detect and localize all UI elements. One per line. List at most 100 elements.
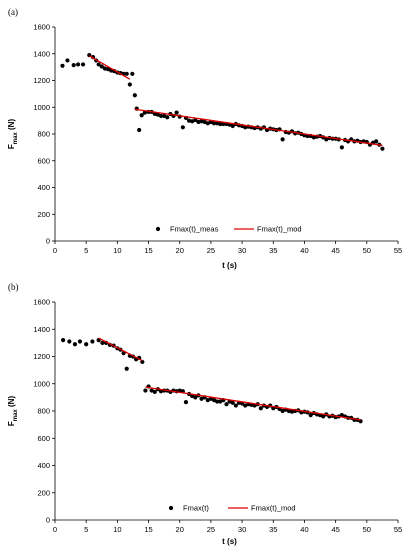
y-tick-label: 1200 bbox=[33, 352, 50, 361]
data-point bbox=[374, 139, 379, 144]
data-point bbox=[75, 62, 81, 67]
legend-label-mod: Fmax(t)_mod bbox=[257, 225, 302, 234]
data-point bbox=[211, 121, 217, 126]
x-tick-label: 50 bbox=[363, 246, 371, 255]
model-line-segment bbox=[98, 337, 143, 362]
y-tick-label: 0 bbox=[46, 237, 50, 246]
data-point bbox=[99, 64, 104, 69]
y-tick-label: 800 bbox=[37, 130, 50, 139]
data-point bbox=[258, 406, 263, 411]
legend-marker-meas bbox=[155, 226, 161, 232]
data-point bbox=[311, 135, 316, 140]
data-point bbox=[183, 400, 189, 405]
model-line-segment bbox=[134, 108, 383, 147]
data-point bbox=[90, 339, 95, 344]
panel-label: (a) bbox=[8, 7, 18, 17]
x-tick-label: 20 bbox=[176, 525, 184, 534]
data-point bbox=[65, 58, 70, 63]
x-tick-label: 0 bbox=[53, 525, 57, 534]
data-point bbox=[218, 121, 223, 127]
data-point bbox=[142, 110, 147, 115]
x-tick-label: 10 bbox=[113, 525, 121, 534]
panel-label: (b) bbox=[8, 282, 19, 292]
data-point bbox=[67, 339, 72, 344]
x-tick-label: 45 bbox=[331, 525, 339, 534]
legend-label-mod: Fmax(t)_mod bbox=[251, 504, 296, 513]
legend-label-meas: Fmax(t)_meas bbox=[170, 225, 219, 234]
data-point bbox=[289, 409, 295, 414]
x-tick-label: 5 bbox=[84, 246, 88, 255]
x-tick-label: 25 bbox=[207, 525, 215, 534]
y-tick-label: 1000 bbox=[33, 379, 50, 388]
y-tick-label: 800 bbox=[37, 407, 50, 416]
x-tick-label: 5 bbox=[84, 525, 88, 534]
legend-marker-meas bbox=[168, 505, 174, 511]
data-point bbox=[100, 340, 105, 345]
x-tick-label: 15 bbox=[144, 525, 152, 534]
data-point bbox=[165, 115, 170, 120]
data-point bbox=[71, 63, 76, 68]
data-point bbox=[196, 119, 201, 125]
data-point bbox=[77, 339, 83, 344]
data-point bbox=[230, 123, 235, 129]
y-tick-label: 0 bbox=[46, 516, 50, 525]
y-axis-label: Fmax (N) bbox=[7, 119, 19, 150]
data-point bbox=[61, 338, 66, 343]
legend-label-meas: Fmax(t) bbox=[183, 504, 209, 513]
data-point bbox=[132, 93, 137, 98]
data-point bbox=[96, 62, 101, 67]
data-point bbox=[140, 359, 145, 365]
data-point bbox=[233, 403, 238, 408]
data-point bbox=[180, 125, 185, 130]
y-tick-label: 200 bbox=[37, 210, 50, 219]
data-point bbox=[137, 127, 142, 133]
data-point bbox=[124, 366, 129, 371]
data-point bbox=[143, 388, 148, 393]
data-point bbox=[152, 389, 157, 395]
data-point bbox=[193, 395, 198, 400]
y-axis-label: Fmax (N) bbox=[7, 396, 19, 427]
x-tick-label: 20 bbox=[176, 246, 184, 255]
data-point bbox=[80, 62, 86, 67]
data-point bbox=[199, 119, 204, 124]
y-tick-label: 1000 bbox=[33, 103, 50, 112]
data-point bbox=[286, 408, 291, 414]
data-point bbox=[215, 399, 220, 404]
x-axis-label: t (s) bbox=[222, 537, 237, 546]
x-tick-label: 0 bbox=[53, 246, 57, 255]
data-point bbox=[158, 113, 164, 119]
y-tick-label: 600 bbox=[37, 434, 50, 443]
y-tick-label: 1400 bbox=[33, 325, 50, 334]
data-point bbox=[186, 118, 192, 123]
data-point bbox=[130, 71, 135, 76]
data-point bbox=[193, 117, 198, 123]
y-tick-label: 1400 bbox=[33, 49, 50, 58]
data-point bbox=[72, 342, 78, 347]
data-point bbox=[174, 110, 179, 115]
x-tick-label: 35 bbox=[269, 525, 277, 534]
x-tick-label: 45 bbox=[331, 246, 339, 255]
x-tick-label: 55 bbox=[394, 246, 402, 255]
x-tick-label: 30 bbox=[238, 525, 246, 534]
data-point bbox=[339, 145, 344, 150]
y-tick-label: 400 bbox=[37, 183, 50, 192]
data-point bbox=[321, 414, 326, 419]
x-tick-label: 10 bbox=[113, 246, 121, 255]
y-tick-label: 200 bbox=[37, 488, 50, 497]
data-point bbox=[124, 71, 129, 76]
x-tick-label: 15 bbox=[144, 246, 152, 255]
chart-panel-a: (a) 0 200 400 600 800 1000 1200 1400 1600 0 5 10 15 20… bbox=[7, 7, 402, 270]
data-point bbox=[215, 121, 220, 126]
x-tick-label: 40 bbox=[300, 246, 308, 255]
data-point bbox=[84, 342, 89, 347]
data-point bbox=[380, 146, 385, 151]
data-point bbox=[230, 400, 235, 405]
x-tick-label: 30 bbox=[238, 246, 246, 255]
data-point bbox=[60, 63, 65, 68]
y-tick-label: 1600 bbox=[33, 23, 50, 32]
model-line-segment bbox=[145, 386, 361, 421]
x-tick-label: 55 bbox=[394, 525, 402, 534]
model-line-segment bbox=[88, 55, 131, 80]
data-point bbox=[224, 402, 229, 407]
